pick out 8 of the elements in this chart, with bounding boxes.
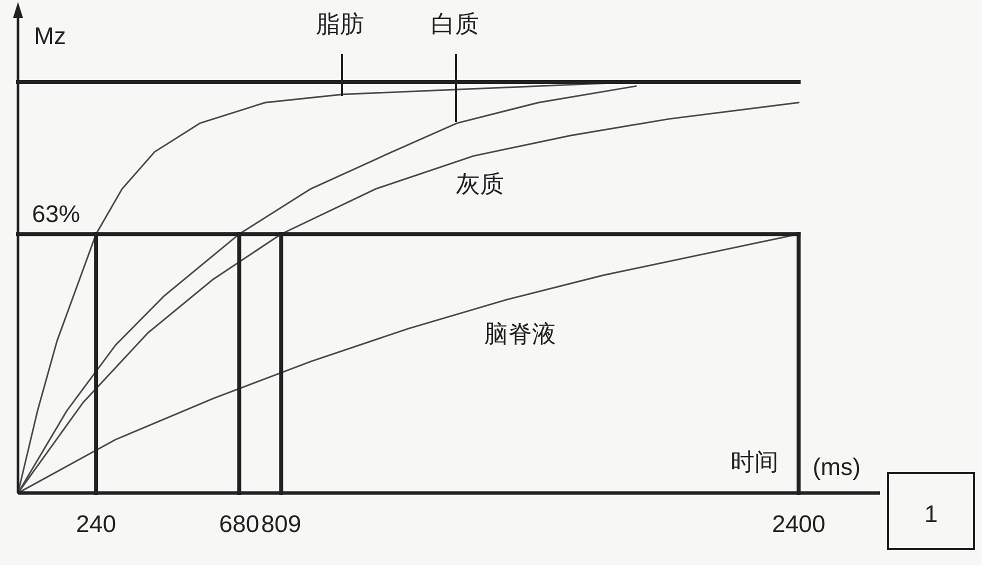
- xlabel-unit: (ms): [812, 454, 861, 481]
- xlabel: 时间: [730, 449, 779, 476]
- xtick: 2400: [772, 511, 826, 538]
- xtick: 680: [219, 511, 260, 538]
- xtick: 240: [76, 511, 116, 538]
- annotation: 63%: [32, 201, 80, 228]
- ylabel: Mz: [34, 23, 66, 50]
- xtick: 809: [261, 511, 302, 538]
